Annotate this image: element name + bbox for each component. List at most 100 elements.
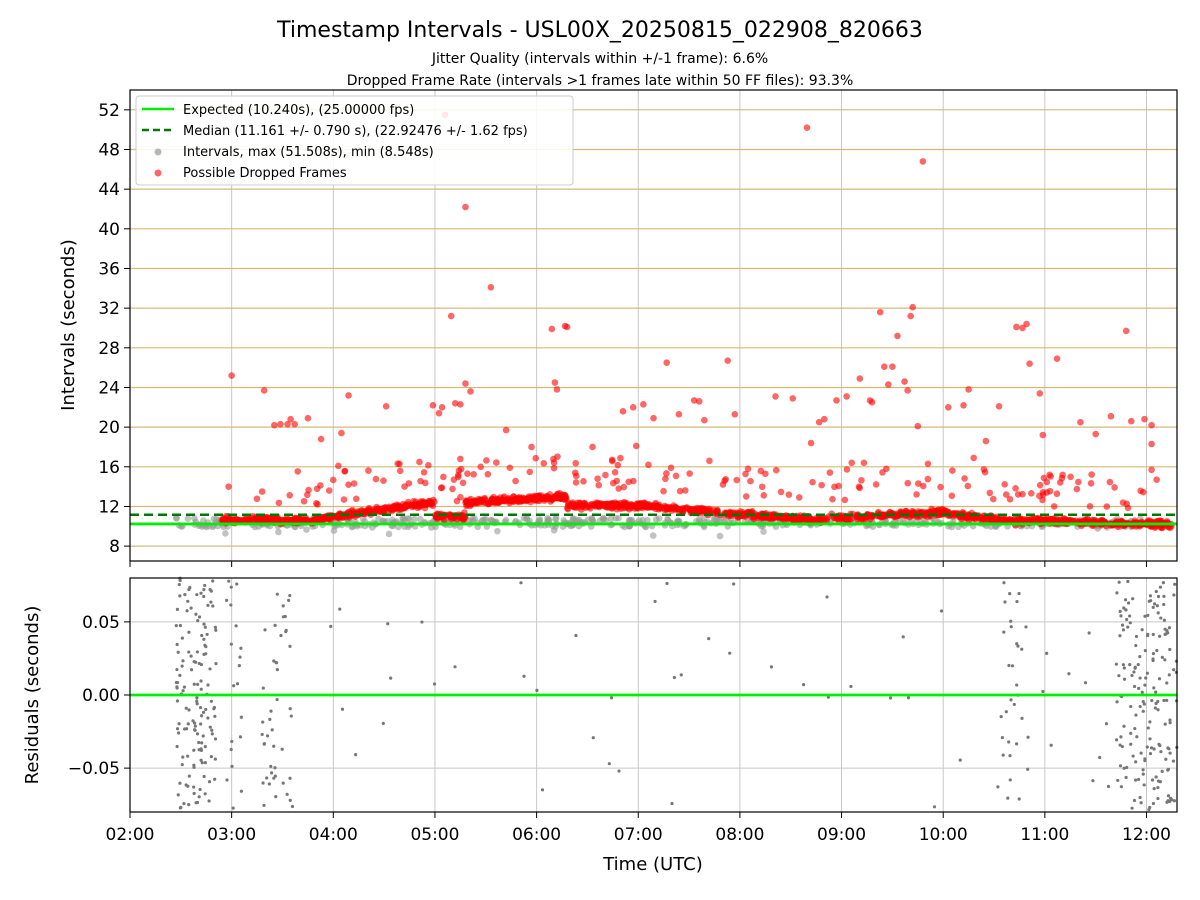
dropped-frame-point	[540, 460, 548, 467]
residual-point	[1140, 690, 1144, 694]
dropped-frame-outlier	[914, 422, 922, 430]
residual-point	[888, 696, 893, 700]
dropped-frame-point	[292, 514, 299, 522]
dropped-frame-outlier	[487, 284, 495, 291]
residual-point	[202, 637, 206, 641]
residual-point	[1126, 625, 1130, 629]
legend-dropped-swatch	[154, 169, 162, 177]
dropped-frame-outlier	[744, 465, 752, 473]
interval-y-tick-label: 36	[98, 259, 120, 279]
residual-point	[1160, 769, 1164, 773]
residual-point	[176, 793, 180, 797]
residual-point	[1162, 594, 1166, 598]
dropped-frame-outlier	[640, 401, 647, 408]
dropped-frame-point	[602, 471, 609, 479]
residual-point	[198, 787, 202, 792]
residual-point	[232, 684, 236, 688]
dropped-frame-point	[397, 505, 405, 512]
interval-point	[696, 515, 703, 523]
dropped-frame-outlier	[457, 401, 464, 408]
dropped-frame-point	[667, 464, 675, 472]
dropped-frame-outlier	[901, 378, 908, 385]
residual-point	[1119, 735, 1123, 739]
dropped-frame-point	[515, 498, 523, 506]
dropped-frame-point	[615, 485, 623, 492]
residual-point	[238, 735, 243, 739]
residual-point	[288, 798, 292, 802]
dropped-frame-outlier	[317, 435, 325, 443]
dropped-frame-point	[600, 502, 607, 509]
dropped-frame-point	[484, 470, 492, 478]
residual-point	[1129, 731, 1133, 735]
residual-point	[1168, 799, 1172, 804]
residual-point	[801, 683, 806, 687]
dropped-frame-outlier	[451, 400, 459, 407]
residual-point	[273, 774, 277, 778]
dropped-frame-point	[1019, 490, 1026, 498]
residual-point	[208, 667, 212, 671]
dropped-frame-point	[574, 499, 581, 507]
dropped-frame-point	[1039, 496, 1046, 504]
residual-point	[769, 665, 774, 669]
residual-x-ticks: 02:00 03:00 04:00 05:00 06:00 07:00 08:00 09:00…	[106, 812, 1171, 845]
dropped-frame-point	[421, 479, 429, 487]
residual-point	[211, 604, 215, 608]
residual-point	[187, 708, 191, 712]
dropped-frame-point	[924, 475, 932, 483]
dropped-frame-outlier	[833, 397, 840, 404]
dropped-frame-point	[983, 515, 991, 522]
residual-point	[1157, 677, 1162, 681]
residual-point	[184, 706, 188, 710]
dropped-frame-point	[662, 475, 669, 483]
interval-point	[649, 532, 657, 539]
dropped-frame-outlier	[701, 416, 708, 424]
residual-point	[174, 680, 179, 685]
residual-point	[1151, 632, 1155, 637]
residual-point	[1145, 633, 1150, 638]
residual-point	[1026, 767, 1030, 771]
dropped-frame-point	[1039, 488, 1047, 496]
residual-point	[203, 760, 208, 765]
residual-point	[1154, 701, 1158, 706]
residual-point	[1148, 805, 1152, 810]
dropped-frame-point	[742, 493, 750, 500]
x-tick-label: 06:00	[512, 825, 561, 845]
residual-point	[1119, 614, 1123, 618]
residual-point	[214, 628, 218, 632]
residual-point	[213, 737, 218, 741]
residual-point	[181, 755, 185, 759]
residual-point	[201, 734, 205, 738]
residual-point	[707, 637, 711, 641]
legend: Expected (10.240s), (25.00000 fps) Media…	[135, 95, 574, 186]
dropped-frame-point	[826, 469, 834, 476]
dropped-frame-point	[434, 515, 441, 523]
dropped-frame-point	[506, 464, 514, 472]
residual-point	[1116, 778, 1120, 783]
residual-point	[176, 650, 180, 654]
dropped-frame-outlier	[335, 462, 342, 470]
residual-point	[274, 795, 278, 799]
dropped-frame-outlier	[789, 395, 797, 402]
dropped-frame-point	[777, 488, 785, 496]
residual-point	[1134, 778, 1138, 782]
dropped-frame-point	[317, 482, 324, 489]
dropped-frame-outlier	[894, 332, 901, 340]
residual-point	[1164, 757, 1168, 761]
dropped-frame-point	[483, 457, 490, 464]
dropped-frame-outlier	[435, 409, 443, 417]
residual-point	[187, 650, 191, 654]
residual-y-tick-label: −0.05	[68, 759, 120, 779]
dropped-frame-point	[1086, 503, 1094, 510]
dropped-frame-outlier	[960, 402, 967, 409]
residual-point	[1120, 623, 1125, 627]
dropped-frame-point	[1075, 478, 1082, 486]
residual-point	[1148, 737, 1152, 741]
residual-point	[665, 581, 669, 586]
dropped-frame-outlier	[843, 393, 850, 400]
residual-point	[195, 732, 200, 736]
residual-point	[268, 717, 272, 721]
dropped-frame-outlier	[447, 312, 455, 320]
dropped-frame-point	[1036, 481, 1044, 489]
interval-y-tick-label: 52	[98, 101, 120, 121]
residual-point	[522, 674, 526, 678]
